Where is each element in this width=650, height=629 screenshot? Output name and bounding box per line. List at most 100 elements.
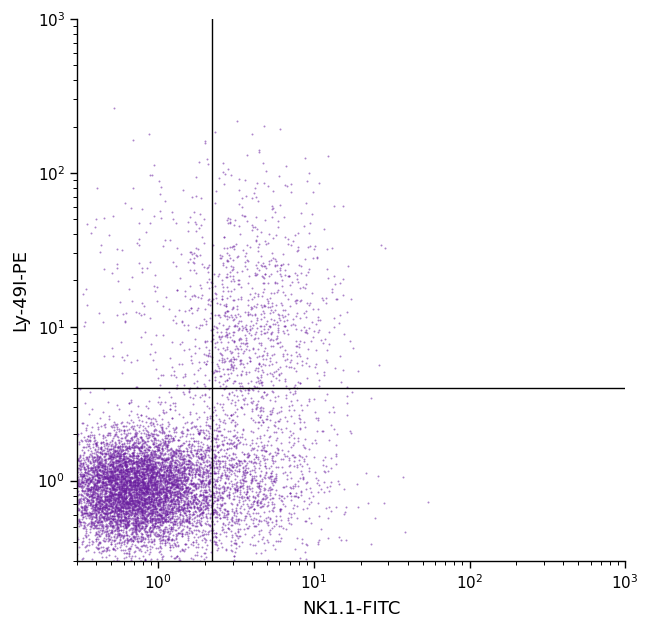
Point xyxy=(103,501,113,511)
Point xyxy=(164,445,175,455)
Point xyxy=(218,232,229,242)
Point xyxy=(252,399,262,409)
Point xyxy=(133,501,143,511)
Point xyxy=(94,497,104,507)
Point xyxy=(116,447,127,457)
Point xyxy=(248,415,258,425)
Point xyxy=(256,441,266,451)
Point xyxy=(225,242,235,252)
Point xyxy=(216,430,227,440)
Point xyxy=(332,440,342,450)
Point xyxy=(282,470,293,480)
Point xyxy=(156,498,166,508)
Point xyxy=(143,484,153,494)
Point xyxy=(259,261,270,271)
Point xyxy=(216,450,227,460)
Point xyxy=(107,495,117,505)
Point xyxy=(114,445,124,455)
Point xyxy=(181,482,191,492)
Point xyxy=(122,460,133,470)
Point xyxy=(237,321,248,331)
Point xyxy=(131,472,142,482)
Point xyxy=(254,515,264,525)
Point xyxy=(155,475,165,485)
Point xyxy=(112,508,122,518)
Point xyxy=(275,263,285,273)
Point xyxy=(179,472,189,482)
Point xyxy=(222,470,232,481)
Point xyxy=(110,478,120,488)
Point xyxy=(157,465,168,475)
Point xyxy=(205,462,216,472)
Point xyxy=(147,467,157,477)
Point xyxy=(185,392,196,402)
Point xyxy=(251,403,261,413)
Point xyxy=(88,482,99,493)
Point xyxy=(286,496,296,506)
Point xyxy=(144,491,154,501)
Point xyxy=(150,469,161,479)
Point xyxy=(96,442,107,452)
Point xyxy=(99,494,110,504)
Point xyxy=(229,518,240,528)
Point xyxy=(228,301,239,311)
Point xyxy=(79,470,89,481)
Point xyxy=(117,481,127,491)
Point xyxy=(153,457,164,467)
Point xyxy=(150,479,160,489)
Point xyxy=(114,484,124,494)
Point xyxy=(84,443,95,453)
Point xyxy=(188,421,199,431)
Point xyxy=(226,545,237,555)
Point xyxy=(136,204,147,214)
Point xyxy=(168,499,179,509)
Point xyxy=(73,455,84,465)
Point xyxy=(191,460,202,470)
Point xyxy=(226,454,237,464)
Point xyxy=(127,535,138,545)
Point xyxy=(124,506,135,516)
Point xyxy=(135,504,146,514)
Point xyxy=(94,537,105,547)
Point xyxy=(112,513,123,523)
Point xyxy=(112,448,123,458)
Point xyxy=(170,401,180,411)
Point xyxy=(101,482,112,493)
Point xyxy=(143,474,153,484)
Point xyxy=(138,495,148,505)
Point xyxy=(140,486,151,496)
Point xyxy=(190,465,201,476)
Point xyxy=(269,502,280,512)
Point xyxy=(233,519,244,529)
Point xyxy=(276,401,287,411)
Point xyxy=(221,473,231,483)
Point xyxy=(265,321,276,331)
Point xyxy=(270,320,280,330)
Point xyxy=(96,462,106,472)
Point xyxy=(213,447,223,457)
Point xyxy=(213,456,224,466)
Point xyxy=(131,501,141,511)
Point xyxy=(313,178,324,188)
Point xyxy=(111,508,122,518)
Point xyxy=(125,489,136,499)
Point xyxy=(188,513,199,523)
Point xyxy=(116,491,126,501)
Point xyxy=(268,506,278,516)
Point xyxy=(147,445,157,455)
Point xyxy=(131,473,141,483)
Point xyxy=(155,488,165,498)
Point xyxy=(296,360,307,370)
Point xyxy=(120,508,131,518)
Point xyxy=(227,512,237,522)
Point xyxy=(138,499,149,509)
Point xyxy=(140,453,150,463)
Point xyxy=(227,264,238,274)
Point xyxy=(325,481,335,491)
Point xyxy=(116,451,127,461)
Point xyxy=(227,395,237,405)
Point xyxy=(122,464,133,474)
Point xyxy=(87,463,98,473)
Point xyxy=(133,504,143,514)
Point xyxy=(304,323,315,333)
